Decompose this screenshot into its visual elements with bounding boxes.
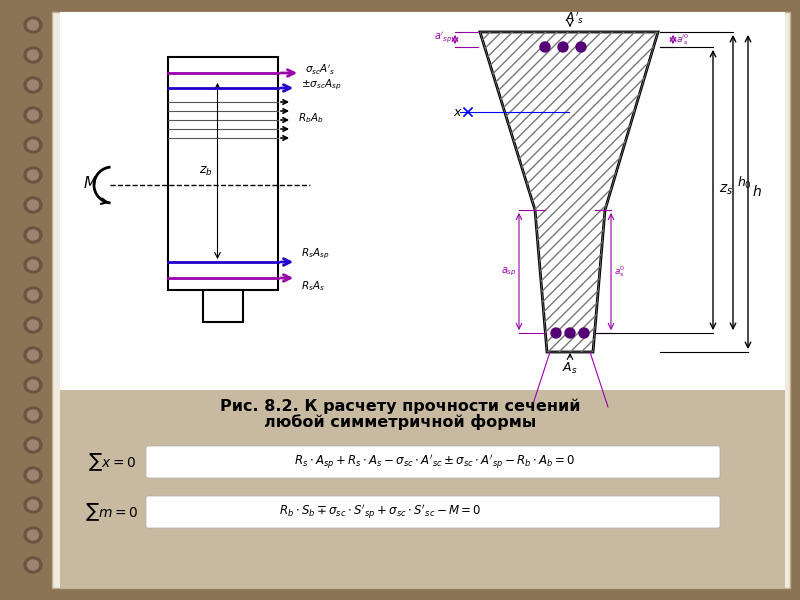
Ellipse shape: [24, 437, 42, 453]
Text: $A'_s$: $A'_s$: [566, 10, 585, 26]
Ellipse shape: [27, 500, 38, 510]
Text: $x$: $x$: [453, 106, 463, 119]
Text: $R_s \cdot A_{sp} + R_s \cdot A_s - \sigma_{sc} \cdot A'_{sc} \pm \sigma_{sc} \c: $R_s \cdot A_{sp} + R_s \cdot A_s - \sig…: [294, 453, 576, 471]
Ellipse shape: [27, 140, 38, 150]
Text: $a^0_s$: $a^0_s$: [614, 264, 626, 279]
Ellipse shape: [24, 287, 42, 303]
Ellipse shape: [27, 320, 38, 330]
Text: $a'_{sp}$: $a'_{sp}$: [434, 31, 452, 44]
Ellipse shape: [24, 317, 42, 333]
Text: $R_b \cdot S_b \mp \sigma_{sc} \cdot S'_{sp} + \sigma_{sc} \cdot S'_{sc} - M = 0: $R_b \cdot S_b \mp \sigma_{sc} \cdot S'_…: [278, 503, 482, 521]
Ellipse shape: [24, 227, 42, 243]
Ellipse shape: [27, 530, 38, 540]
Bar: [203, 290, 243, 322]
Text: $R_s A_s$: $R_s A_s$: [301, 279, 325, 293]
Text: $M$: $M$: [82, 175, 98, 191]
Ellipse shape: [24, 407, 42, 423]
Text: $\sum x = 0$: $\sum x = 0$: [88, 451, 136, 473]
Text: $\sigma_{sc}A'_s$: $\sigma_{sc}A'_s$: [305, 63, 335, 77]
Ellipse shape: [27, 80, 38, 90]
Text: $z_s$: $z_s$: [719, 183, 734, 197]
Text: $h_0$: $h_0$: [737, 175, 752, 191]
Ellipse shape: [24, 257, 42, 273]
Ellipse shape: [24, 557, 42, 573]
Ellipse shape: [24, 17, 42, 33]
Ellipse shape: [24, 77, 42, 93]
Text: $\pm\sigma_{sc}A_{sp}$: $\pm\sigma_{sc}A_{sp}$: [301, 78, 342, 92]
Circle shape: [576, 42, 586, 52]
Ellipse shape: [24, 467, 42, 483]
Ellipse shape: [27, 260, 38, 270]
Ellipse shape: [27, 290, 38, 300]
Bar: [60, 12, 785, 390]
Ellipse shape: [24, 137, 42, 153]
Ellipse shape: [27, 110, 38, 120]
Circle shape: [558, 42, 568, 52]
Ellipse shape: [27, 440, 38, 450]
FancyBboxPatch shape: [146, 496, 720, 528]
Ellipse shape: [24, 347, 42, 363]
Bar: [60, 390, 785, 588]
Ellipse shape: [27, 350, 38, 360]
Text: $\sum m = 0$: $\sum m = 0$: [86, 501, 138, 523]
Circle shape: [540, 42, 550, 52]
Text: Рис. 8.2. К расчету прочности сечений: Рис. 8.2. К расчету прочности сечений: [220, 398, 580, 414]
Text: $A_s$: $A_s$: [562, 361, 578, 376]
Text: $a_{sp}$: $a_{sp}$: [501, 265, 516, 278]
Ellipse shape: [24, 167, 42, 183]
FancyBboxPatch shape: [146, 446, 720, 478]
Ellipse shape: [27, 380, 38, 390]
Ellipse shape: [24, 197, 42, 213]
Ellipse shape: [27, 170, 38, 180]
Ellipse shape: [27, 20, 38, 30]
Ellipse shape: [27, 560, 38, 570]
Ellipse shape: [24, 107, 42, 123]
Ellipse shape: [27, 470, 38, 480]
Text: $R_s A_{sp}$: $R_s A_{sp}$: [301, 247, 330, 261]
Text: $z_b$: $z_b$: [198, 164, 212, 178]
Ellipse shape: [27, 50, 38, 60]
Text: $h$: $h$: [752, 185, 762, 199]
Circle shape: [551, 328, 561, 338]
Ellipse shape: [24, 527, 42, 543]
Circle shape: [579, 328, 589, 338]
Ellipse shape: [27, 410, 38, 420]
Ellipse shape: [24, 377, 42, 393]
Text: любой симметричной формы: любой симметричной формы: [264, 414, 536, 430]
Bar: [168, 57, 278, 290]
Circle shape: [565, 328, 575, 338]
Ellipse shape: [27, 200, 38, 210]
Ellipse shape: [24, 47, 42, 63]
Polygon shape: [480, 32, 658, 352]
Ellipse shape: [27, 230, 38, 240]
Text: $a'^0_s$: $a'^0_s$: [676, 32, 690, 47]
Text: $R_b A_b$: $R_b A_b$: [298, 111, 323, 125]
Ellipse shape: [24, 497, 42, 513]
